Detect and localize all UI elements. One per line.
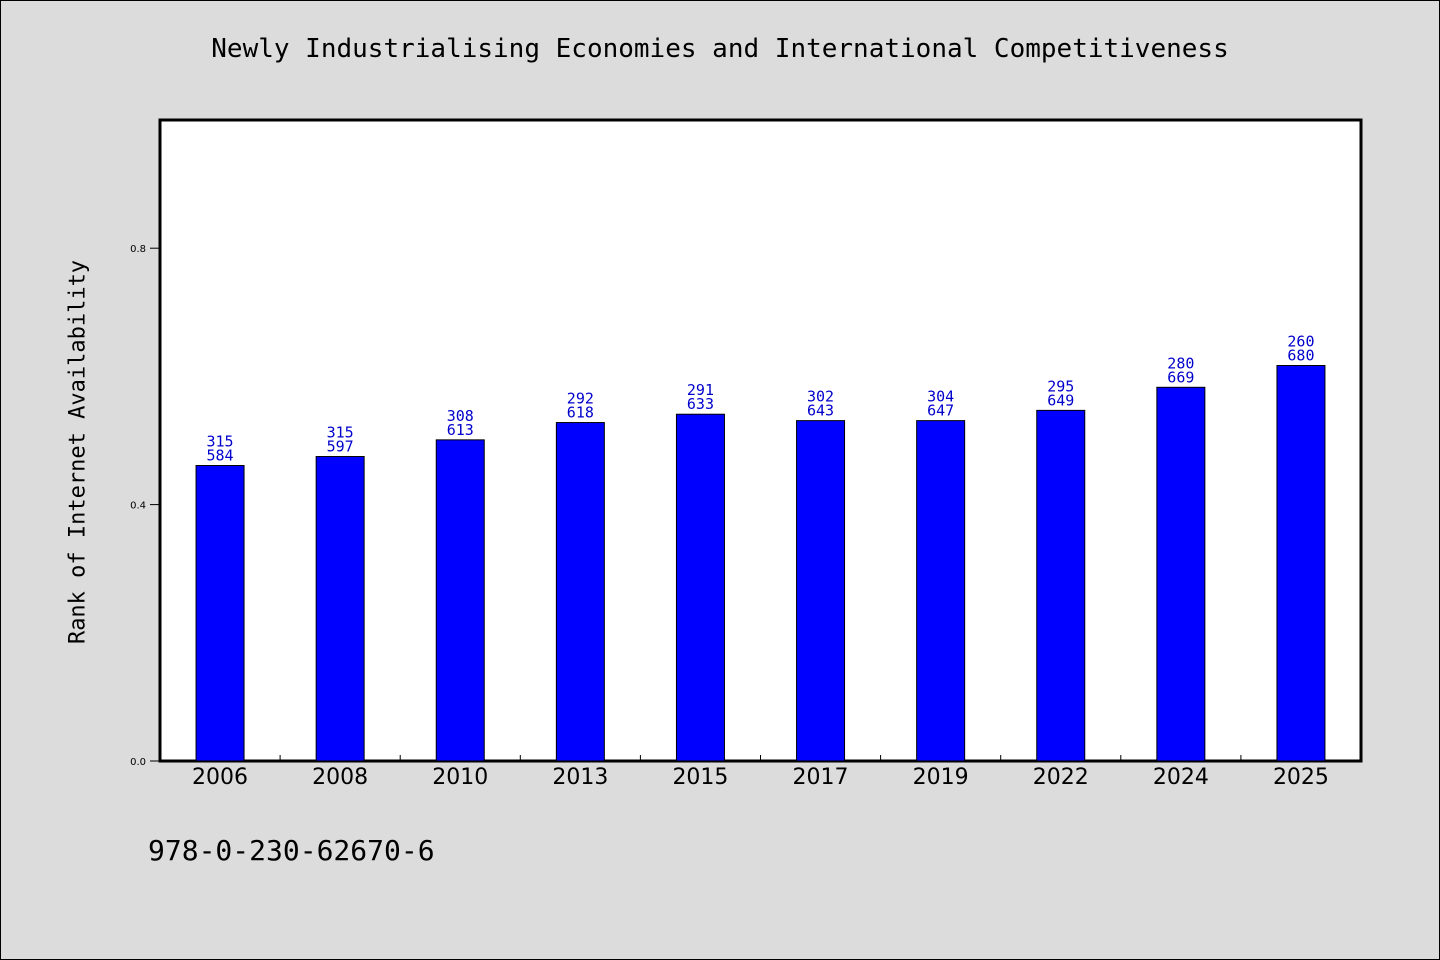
bar-annotation-top: 302 xyxy=(807,388,834,406)
y-tick-label: 0.4 xyxy=(130,501,146,512)
bar-annotation-top: 315 xyxy=(207,432,234,450)
bar-annotation-bottom: 584 xyxy=(207,446,234,464)
bar xyxy=(195,464,245,762)
y-tick-label: 0.0 xyxy=(130,757,146,768)
bar xyxy=(555,422,605,762)
bar-annotation-top: 292 xyxy=(567,390,594,408)
bar-annotation-bottom: 669 xyxy=(1167,368,1194,386)
bar xyxy=(315,456,365,762)
chart-title: Newly Industrialising Economies and Inte… xyxy=(211,34,1229,64)
x-tick-label: 2019 xyxy=(913,765,969,790)
x-tick-label: 2008 xyxy=(312,765,368,790)
bar-annotation-bottom: 680 xyxy=(1287,347,1314,365)
bar-annotation-top: 295 xyxy=(1047,377,1074,395)
x-tick-label: 2017 xyxy=(793,765,849,790)
x-tick-label: 2024 xyxy=(1153,765,1209,790)
x-tick-label: 2006 xyxy=(192,765,248,790)
bar xyxy=(1036,409,1086,762)
bar-annotation-bottom: 597 xyxy=(327,438,354,456)
x-tick-label: 2013 xyxy=(552,765,608,790)
y-tick-label: 0.8 xyxy=(130,244,146,255)
bar-annotation-top: 291 xyxy=(687,381,714,399)
isbn-label: 978-0-230-62670-6 xyxy=(148,834,435,867)
bar-annotation-top: 308 xyxy=(447,407,474,425)
bar-annotation-top: 280 xyxy=(1167,354,1194,372)
bar-annotation-top: 304 xyxy=(927,388,954,406)
bar-annotation-bottom: 643 xyxy=(807,402,834,420)
bar-annotation-bottom: 633 xyxy=(687,395,714,413)
x-tick-label: 2015 xyxy=(672,765,728,790)
bar-annotation-bottom: 649 xyxy=(1047,391,1074,409)
bar-annotation-bottom: 613 xyxy=(447,421,474,439)
bar xyxy=(916,420,966,762)
bar-annotation-bottom: 647 xyxy=(927,402,954,420)
x-tick-label: 2025 xyxy=(1273,765,1329,790)
bar-annotation-top: 315 xyxy=(327,424,354,442)
bar xyxy=(435,439,485,762)
bar xyxy=(675,413,725,762)
x-tick-label: 2010 xyxy=(432,765,488,790)
bar xyxy=(1276,365,1326,762)
x-tick-label: 2022 xyxy=(1033,765,1089,790)
bar xyxy=(796,420,846,762)
bar-annotation-bottom: 618 xyxy=(567,404,594,422)
bar-annotation-top: 260 xyxy=(1287,333,1314,351)
bar xyxy=(1156,386,1206,762)
